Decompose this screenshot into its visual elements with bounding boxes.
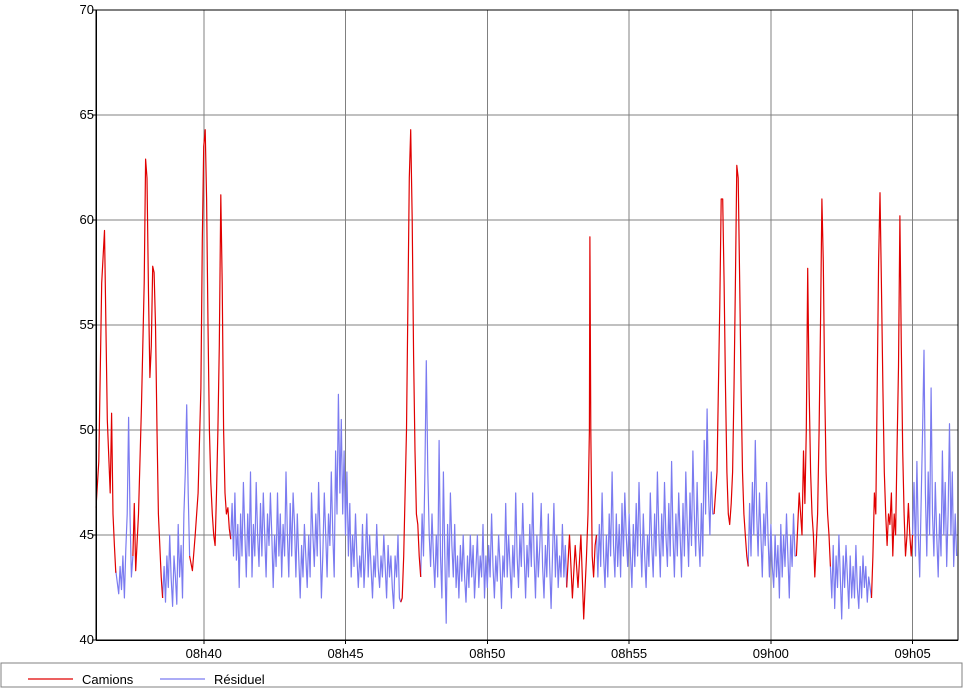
y-tick-label: 50 bbox=[80, 422, 94, 437]
x-tick-label: 09h00 bbox=[753, 646, 789, 661]
x-tick-label: 08h55 bbox=[611, 646, 647, 661]
x-tick-label: 08h50 bbox=[469, 646, 505, 661]
series-line-residuel bbox=[115, 349, 958, 624]
plot-series bbox=[95, 129, 958, 624]
legend-label-camions: Camions bbox=[82, 672, 134, 687]
legend-label-residuel: Résiduel bbox=[214, 672, 265, 687]
y-tick-label: 65 bbox=[80, 107, 94, 122]
x-tick-label: 09h05 bbox=[895, 646, 931, 661]
y-tick-label: 70 bbox=[80, 2, 94, 17]
series-line-camions bbox=[95, 129, 914, 620]
legend: Camions Résiduel bbox=[0, 662, 963, 688]
legend-box bbox=[0, 662, 963, 688]
x-tick-label: 08h40 bbox=[186, 646, 222, 661]
y-tick-label: 60 bbox=[80, 212, 94, 227]
x-tick-label: 08h45 bbox=[327, 646, 363, 661]
y-tick-label: 45 bbox=[80, 527, 94, 542]
axes: 40 45 50 55 60 65 70 08h40 08h45 08h50 08h55 09h00 0… bbox=[80, 2, 959, 661]
y-tick-label: 55 bbox=[80, 317, 94, 332]
y-tick-label: 40 bbox=[80, 632, 94, 647]
